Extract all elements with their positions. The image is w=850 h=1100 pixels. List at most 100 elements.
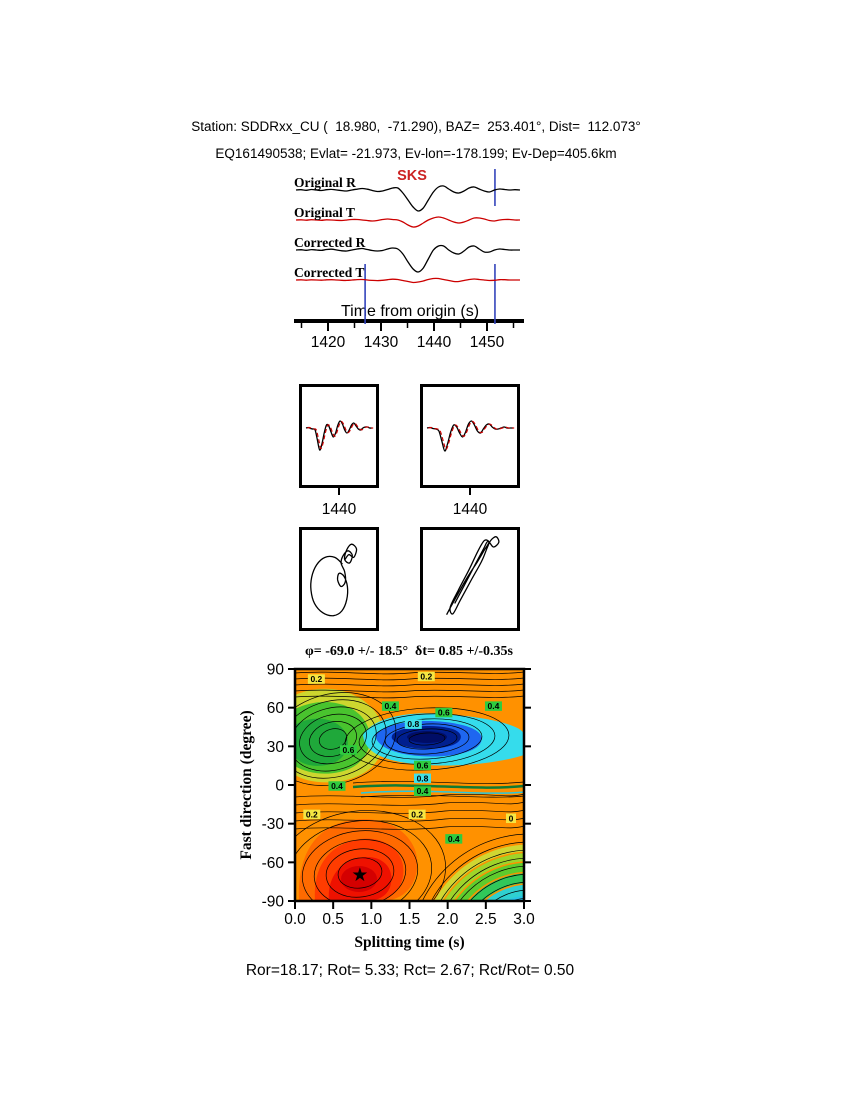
panel-border xyxy=(420,384,520,488)
contour-line xyxy=(295,820,433,901)
trace-label: Corrected T xyxy=(294,265,364,280)
contour-label-chip xyxy=(404,719,422,729)
time-axis-label: Time from origin (s) xyxy=(341,303,479,320)
contour-region-green-core xyxy=(295,718,348,766)
y-axis-label: Fast direction (degree) xyxy=(238,710,255,859)
trace-corrected-t xyxy=(295,277,520,284)
contour-label-chip xyxy=(435,707,453,718)
contour-line xyxy=(318,728,348,750)
contour-line xyxy=(295,671,524,675)
fast-component-trace xyxy=(426,420,513,452)
contour-line xyxy=(384,723,470,755)
contour-line xyxy=(352,781,524,784)
error-surface-panel: 0.2 0.2 0.4 0.6 0.8 0.4 0.6 0.4 0.6 0.8 0.4 0.2 0.2 0… xyxy=(238,663,535,951)
contour-line xyxy=(396,728,458,750)
contour-label-chip xyxy=(506,813,517,824)
x-tick-label: 0.0 xyxy=(284,911,306,928)
component-panel-2 xyxy=(420,384,520,495)
x-tick-label: 3.0 xyxy=(513,911,535,928)
x-tick-label: 1.0 xyxy=(361,911,383,928)
contour-label: 0.2 xyxy=(411,809,423,819)
contour-label-chip xyxy=(381,701,399,711)
contour-line xyxy=(299,713,367,765)
trace-label: Original T xyxy=(294,205,355,220)
contour-line xyxy=(295,689,524,693)
contour-label-chip xyxy=(417,671,435,682)
panel-border xyxy=(299,384,379,488)
contour-label-chip xyxy=(303,809,321,820)
contour-line xyxy=(325,848,395,898)
waveform-panel: 1420 1430 1440 1450 Time from origin (s) SKS O… xyxy=(294,168,524,351)
particle-motion-panel-2 xyxy=(420,527,520,631)
panel-border xyxy=(420,527,520,631)
y-tick-label: -60 xyxy=(262,855,285,872)
contour-line xyxy=(295,706,377,772)
contour-axes: 90 60 30 0 -30 -60 -900.0 0.5 1.0 1.5 2.0 2.5 3.0 Fas… xyxy=(238,663,535,951)
contour-label: 0.6 xyxy=(343,745,355,755)
contour-line xyxy=(295,809,524,814)
contour-line xyxy=(309,721,357,757)
particle-motion-trace xyxy=(446,536,500,615)
contour-label-chip xyxy=(413,773,431,784)
contour-label: 0.8 xyxy=(407,719,419,729)
trace-corrected-r xyxy=(295,244,520,273)
contour-line xyxy=(295,695,524,699)
time-tick-label: 1430 xyxy=(364,334,399,351)
contour-line xyxy=(337,857,383,889)
y-tick-label: 30 xyxy=(267,739,285,756)
slow-component-trace xyxy=(307,420,374,450)
contour-label: 0.2 xyxy=(310,674,322,684)
trace-label: Original R xyxy=(294,175,356,190)
time-tick-label: 1440 xyxy=(417,334,452,351)
contour-label: 0.2 xyxy=(306,809,318,819)
contour-sliver-green xyxy=(352,784,524,789)
contour-line xyxy=(295,801,524,806)
contour-label-chip xyxy=(413,760,431,771)
y-tick-label: 90 xyxy=(267,663,285,679)
contour-line xyxy=(371,718,483,760)
particle-motion-panel-1 xyxy=(299,527,379,631)
contour-sliver-cyan xyxy=(360,790,524,794)
contour-region-red-core xyxy=(341,866,377,892)
contour-label-chip xyxy=(413,786,431,796)
station-header: Station: SDDRxx_CU ( 18.980, -71.290), B… xyxy=(191,119,641,134)
contour-label-chip xyxy=(307,674,325,684)
splitting-result-title: φ= -69.0 +/- 18.5° δt= 0.85 +/-0.35s xyxy=(305,644,513,659)
x-tick-label: 2.5 xyxy=(475,911,497,928)
contour-label: 0.2 xyxy=(420,672,432,682)
contour-label: 0 xyxy=(509,813,514,823)
contour-label: 0.6 xyxy=(417,760,429,770)
y-tick-label: 60 xyxy=(267,700,285,717)
component-panel-2-tick: 1440 xyxy=(452,501,488,518)
contour-line xyxy=(408,732,446,746)
component-panel-1 xyxy=(299,384,379,495)
phase-label: SKS xyxy=(397,168,427,184)
contour-line xyxy=(295,793,524,798)
particle-motion-trace xyxy=(310,543,358,617)
contour-label-chip xyxy=(339,745,357,755)
contour-line xyxy=(301,830,419,901)
contour-line xyxy=(510,897,524,901)
contour-label: 0.4 xyxy=(331,781,343,791)
x-tick-label: 0.5 xyxy=(322,911,344,928)
contour-line xyxy=(295,817,524,822)
best-fit-star: ★ xyxy=(351,865,368,886)
component-panel-1-tick: 1440 xyxy=(321,501,357,518)
y-tick-label: -90 xyxy=(262,894,285,911)
trace-original-t xyxy=(295,216,521,228)
x-tick-label: 2.0 xyxy=(437,911,459,928)
y-tick-label: 0 xyxy=(275,778,284,795)
panel-border xyxy=(299,527,379,631)
event-header: EQ161490538; Evlat= -21.973, Ev-lon=-178… xyxy=(215,146,617,161)
contour-label: 0.4 xyxy=(448,834,460,844)
contour-label: 0.4 xyxy=(488,701,500,711)
quality-stats: Ror=18.17; Rot= 5.33; Rct= 2.67; Rct/Rot… xyxy=(245,962,575,979)
contour-line xyxy=(295,810,446,901)
y-tick-label: -30 xyxy=(262,816,285,833)
contour-label: 0.4 xyxy=(385,701,397,711)
trace-original-r xyxy=(295,185,521,212)
contour-line xyxy=(360,794,524,798)
contour-plot-area: 0.2 0.2 0.4 0.6 0.8 0.4 0.6 0.4 0.6 0.8 0.4 0.2 0.2 0… xyxy=(295,669,524,901)
contour-label: 0.6 xyxy=(438,708,450,718)
